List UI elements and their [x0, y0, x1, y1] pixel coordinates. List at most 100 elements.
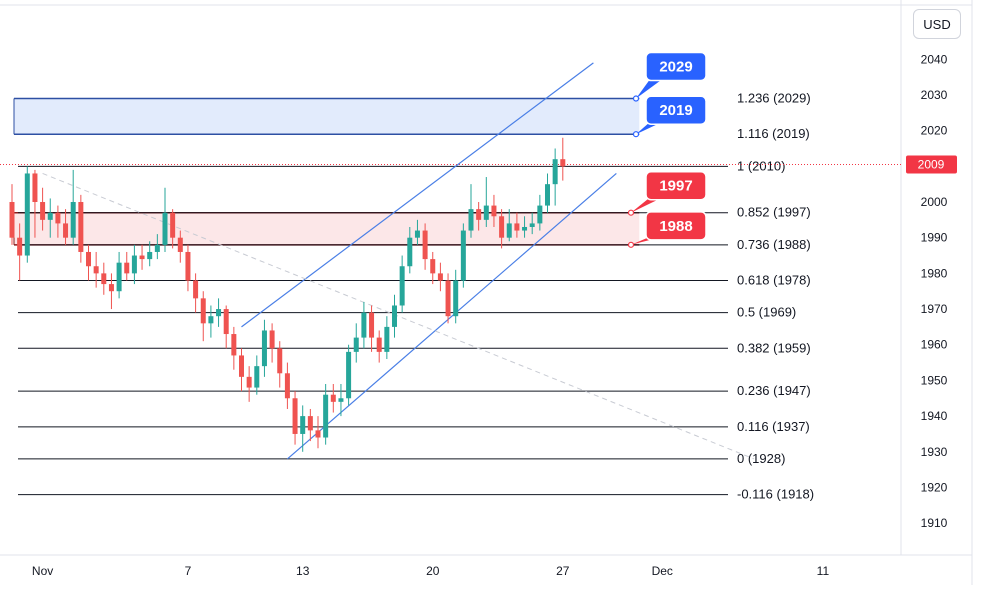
candle-body	[384, 326, 390, 352]
callout-box	[645, 95, 707, 125]
callout-pointer	[636, 76, 666, 99]
candle-body	[177, 237, 183, 252]
candle-body	[369, 312, 375, 338]
candle-body	[338, 398, 344, 402]
candle-body	[292, 398, 298, 434]
price-tick-label: 1950	[921, 373, 948, 387]
candle-body	[154, 244, 160, 252]
trendlines-layer	[42, 62, 755, 460]
time-tick-label: 20	[426, 564, 440, 578]
fib-label: 0.5 (1969)	[737, 305, 796, 320]
candle-body	[131, 255, 137, 274]
candle-body	[93, 266, 99, 274]
candle-body	[193, 280, 199, 299]
candle-body	[522, 226, 528, 231]
price-tick-label: 1960	[921, 338, 948, 352]
callout-label: 2019	[659, 102, 692, 119]
time-tick-label: 13	[296, 564, 310, 578]
price-tick-label: 1970	[921, 302, 948, 316]
candle-body	[491, 205, 497, 217]
candle-body	[315, 430, 321, 438]
candle-body	[430, 259, 436, 274]
candle-body	[476, 209, 482, 220]
fib-label: 0 (1928)	[737, 451, 785, 466]
fib-label: 1.116 (2019)	[737, 126, 810, 141]
callout-box	[645, 51, 707, 82]
price-tag-box	[906, 155, 957, 174]
candle-body	[216, 309, 222, 317]
candle-body	[422, 230, 428, 260]
fib-label: 1 (2010)	[737, 158, 785, 173]
price-tag-label: 2009	[918, 158, 945, 172]
candle-body	[269, 330, 275, 349]
callout-anchor	[627, 209, 635, 216]
channel-upper-line	[241, 62, 594, 328]
candle-body	[460, 230, 466, 281]
time-axis[interactable]: Nov 7 13 20 27 Dec 11	[32, 564, 830, 578]
candle-body	[78, 202, 84, 252]
time-tick-label: Nov	[32, 564, 53, 578]
candle-body	[254, 366, 260, 388]
candle-body	[545, 184, 550, 206]
callouts-layer: 2029 2019 1997 1988	[627, 51, 707, 248]
candle-body	[346, 351, 352, 399]
candle-body	[147, 251, 153, 260]
time-tick-label: 7	[185, 564, 192, 578]
candle-body	[40, 202, 46, 220]
candle-body	[552, 159, 558, 185]
candle-body	[453, 280, 459, 317]
candle-body	[361, 312, 367, 338]
candle-body	[261, 330, 267, 367]
candle-body	[116, 262, 122, 292]
candle-body	[284, 373, 290, 399]
candle-body	[414, 230, 420, 238]
candle-body	[445, 280, 451, 317]
price-tick-label: 2030	[921, 88, 948, 102]
candle-body	[185, 251, 191, 281]
candle-body	[560, 159, 566, 167]
callout-label: 2029	[659, 59, 692, 76]
candle-body	[499, 216, 505, 238]
candle-body	[407, 237, 413, 267]
candle-body	[208, 316, 214, 324]
candle-body	[506, 223, 512, 238]
candle-body	[200, 298, 206, 324]
candle-body	[246, 376, 252, 388]
candle-body	[86, 251, 91, 267]
fib-label: 1.236 (2029)	[737, 91, 811, 106]
candle-body	[70, 202, 76, 238]
candle-body	[514, 223, 520, 231]
price-tick-label: 1930	[921, 445, 948, 459]
candle-body	[307, 416, 313, 431]
candle-body	[63, 223, 69, 238]
candle-body	[376, 337, 382, 352]
current-price-tag: 2009	[906, 155, 957, 174]
fib-label: 0.736 (1988)	[737, 237, 811, 252]
candle-body	[124, 262, 130, 274]
candle-body	[139, 255, 145, 260]
candle-body	[24, 173, 30, 256]
callout-box	[645, 211, 707, 241]
candle-body	[277, 348, 283, 374]
currency-button[interactable]: USD	[913, 9, 961, 39]
price-tick-label: 1990	[921, 231, 948, 245]
candle-body	[9, 202, 15, 238]
price-tick-label: 1910	[921, 516, 948, 530]
blue-zone	[14, 98, 640, 135]
candle-body	[223, 309, 229, 335]
candle-body	[353, 337, 359, 352]
candles-layer	[9, 137, 566, 452]
candle-body	[170, 212, 176, 238]
price-tick-label: 1940	[921, 409, 948, 423]
candle-body	[468, 209, 474, 231]
time-tick-label: Dec	[652, 564, 673, 578]
dashed-trendline	[42, 172, 755, 460]
price-tick-label: 1920	[921, 480, 948, 494]
fib-label: 0.618 (1978)	[737, 273, 811, 288]
fib-label: 0.852 (1997)	[737, 205, 811, 220]
callout-anchor	[632, 95, 640, 102]
candle-body	[101, 273, 107, 285]
